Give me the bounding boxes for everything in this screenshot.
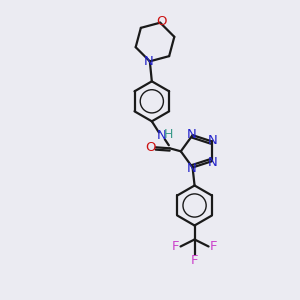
Text: N: N [208,134,218,147]
Text: N: N [208,156,218,169]
Text: F: F [210,240,217,253]
Text: F: F [172,240,179,253]
Text: F: F [191,254,198,267]
Text: O: O [146,141,156,154]
Text: N: N [187,128,196,141]
Text: N: N [144,55,154,68]
Text: N: N [157,129,167,142]
Text: O: O [156,15,166,28]
Text: H: H [164,128,173,141]
Text: N: N [187,162,196,175]
